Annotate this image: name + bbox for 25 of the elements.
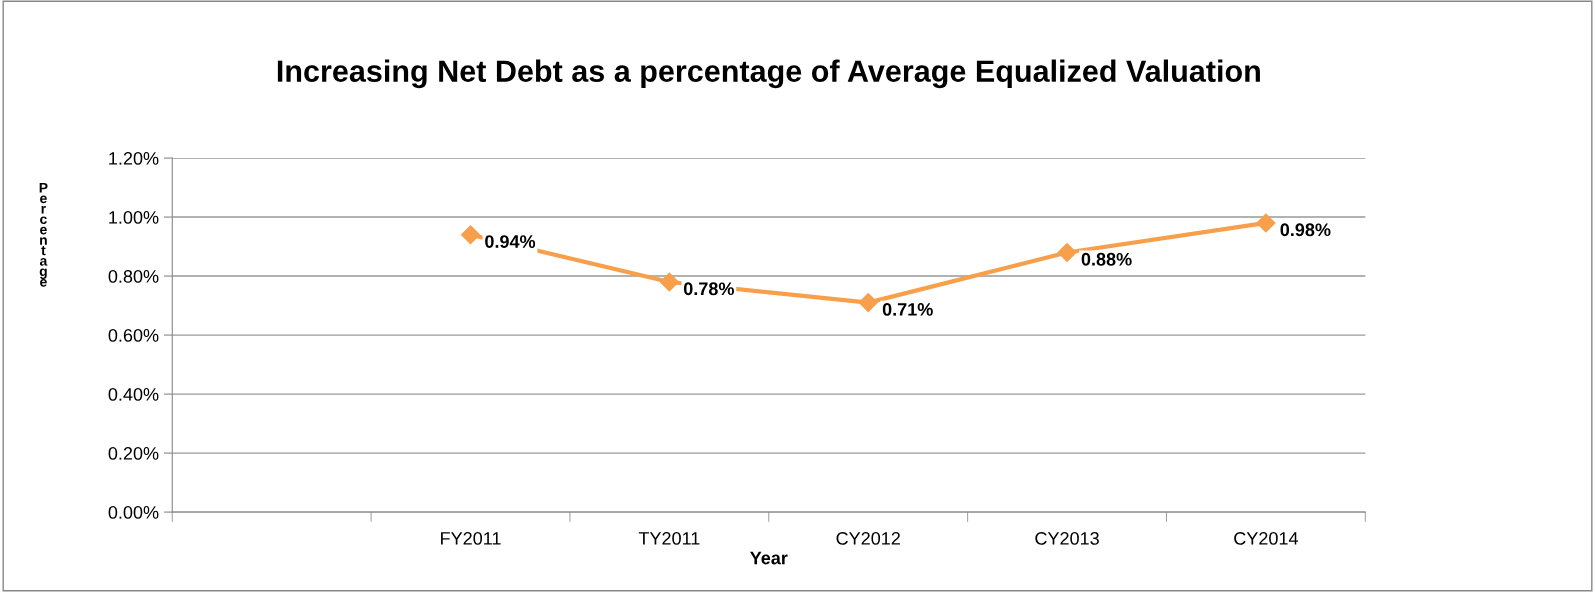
x-tick-label: FY2011 xyxy=(441,532,501,545)
data-label: 0.78% xyxy=(683,282,734,296)
y-tick-label: 1.00% xyxy=(109,211,159,224)
y-tick-label: 0.80% xyxy=(108,270,159,283)
x-tick-label: CY2014 xyxy=(1234,532,1298,545)
data-label: 0.94% xyxy=(485,235,536,248)
data-label: 0.88% xyxy=(1081,252,1132,266)
y-tick-label: 0.40% xyxy=(108,388,159,401)
chart-title: Increasing Net Debt as a percentage of Average Equalized Valuation xyxy=(277,59,1260,89)
point xyxy=(1057,242,1077,263)
point xyxy=(1256,213,1276,233)
point xyxy=(858,293,878,313)
y-tick-label: 0.60% xyxy=(108,329,159,342)
y-tick-label: 0.00% xyxy=(108,506,159,519)
y-tick-label: 1.20% xyxy=(109,152,159,165)
x-axis-title: Year xyxy=(750,551,788,565)
text: Percentage xyxy=(39,183,48,287)
x-tick-label: CY2012 xyxy=(836,532,900,545)
point xyxy=(460,225,481,245)
y-tick-label: 0.20% xyxy=(108,447,159,460)
x-tick-label: CY2013 xyxy=(1035,532,1099,545)
data-label: 0.98% xyxy=(1280,223,1331,237)
data-label: 0.71% xyxy=(882,303,933,316)
x-tick-label: TY2011 xyxy=(638,532,700,545)
point xyxy=(659,272,679,292)
